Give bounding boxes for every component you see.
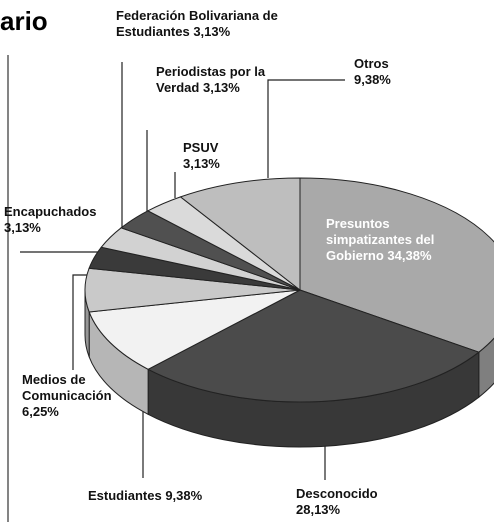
slice-value: 34,38% (387, 248, 432, 263)
slice-name: Medios de Comunicación (22, 372, 112, 403)
slice-name: Encapuchados (4, 204, 97, 219)
slice-name: Desconocido (296, 486, 378, 501)
slice-label: Periodistas por la Verdad 3,13% (156, 64, 266, 96)
slice-name: PSUV (183, 140, 219, 155)
chart-title: ario (0, 6, 48, 36)
slice-name: Estudiantes (88, 488, 162, 503)
slice-label: Presuntos simpatizantes del Gobierno 34,… (326, 216, 476, 264)
slice-value: 6,25% (22, 404, 59, 419)
slice-value: 9,38% (354, 72, 391, 87)
slice-label: Estudiantes 9,38% (88, 488, 228, 504)
slice (88, 289, 301, 370)
slice (179, 177, 301, 292)
slice-value: 3,13% (202, 80, 240, 95)
slice-value: 3,13% (4, 220, 41, 235)
slice (299, 177, 494, 353)
slice-value: 3,13% (193, 24, 231, 39)
slice-value: 9,38% (165, 488, 203, 503)
slice-label: Encapuchados 3,13% (4, 204, 114, 236)
slice-value: 28,13% (296, 502, 341, 517)
slice-label: Federación Bolivariana de Estudiantes 3,… (116, 8, 306, 40)
slice-name: Federación Bolivariana de Estudiantes (116, 8, 278, 39)
slice-label: Otros 9,38% (354, 56, 424, 88)
slice-label: Medios de Comunicación 6,25% (22, 372, 132, 420)
slice-label: Desconocido 28,13% (296, 486, 386, 518)
slice-name: Otros (354, 56, 389, 71)
slice-value: 3,13% (183, 156, 220, 171)
pie (84, 177, 494, 448)
slice-label: PSUV 3,13% (183, 140, 243, 172)
slice (147, 289, 480, 403)
slice-name: Presuntos simpatizantes del Gobierno (326, 216, 435, 263)
slice-name: Periodistas por la Verdad (156, 64, 266, 95)
